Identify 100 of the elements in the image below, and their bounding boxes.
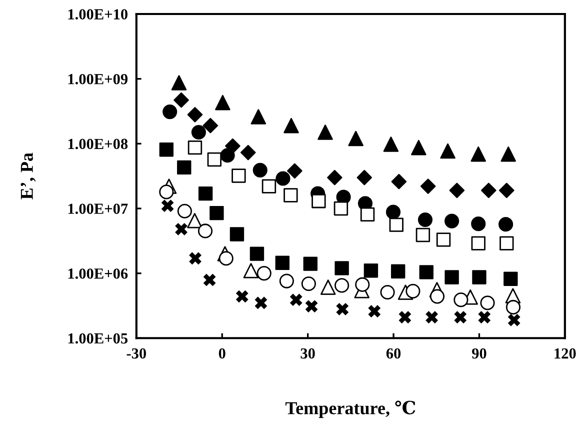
point — [250, 246, 264, 261]
point — [254, 296, 268, 310]
point — [471, 216, 486, 232]
point — [348, 130, 364, 146]
point — [232, 168, 246, 183]
point — [444, 214, 460, 228]
point — [284, 188, 298, 202]
point — [418, 212, 433, 228]
point — [174, 92, 189, 108]
point — [198, 186, 213, 201]
point — [391, 264, 406, 279]
point — [187, 212, 202, 228]
point — [159, 142, 174, 157]
point — [504, 272, 518, 286]
point — [334, 278, 350, 293]
y-tick-label: 1.00E+09 — [68, 74, 128, 84]
point — [436, 232, 451, 247]
point — [364, 264, 378, 278]
point — [500, 236, 514, 250]
point — [171, 75, 187, 90]
point — [327, 170, 342, 186]
point — [356, 170, 372, 186]
point — [398, 311, 412, 324]
point — [334, 261, 349, 276]
point — [383, 136, 399, 152]
x-tick-label: -30 — [126, 348, 146, 359]
point — [320, 280, 336, 295]
x-tick-label: 30 — [300, 348, 315, 359]
point — [230, 227, 244, 242]
point — [240, 144, 256, 160]
point — [305, 300, 318, 312]
point — [187, 107, 203, 122]
point — [498, 217, 514, 232]
point — [215, 94, 230, 110]
point — [411, 140, 426, 156]
x-tick-label: 90 — [472, 348, 486, 359]
point — [189, 252, 202, 265]
point — [188, 140, 202, 155]
point — [426, 311, 438, 324]
y-tick-label: 1.00E+10 — [68, 9, 128, 20]
point — [481, 182, 496, 198]
point — [416, 228, 430, 242]
point — [334, 201, 348, 216]
point — [198, 224, 213, 238]
point — [368, 305, 381, 318]
point — [440, 143, 456, 159]
point — [191, 124, 206, 140]
point — [419, 265, 434, 280]
point — [243, 262, 259, 278]
point — [391, 174, 407, 190]
point — [312, 194, 326, 208]
y-axis-title: E’, Pa — [20, 152, 36, 200]
point — [355, 277, 370, 292]
point — [207, 152, 222, 167]
point — [290, 294, 302, 306]
point — [303, 256, 318, 271]
point — [449, 182, 465, 198]
point — [506, 300, 521, 314]
point — [470, 146, 486, 162]
x-axis-title: Temperature, ℃ — [285, 400, 416, 418]
point — [444, 270, 459, 284]
point — [162, 104, 178, 120]
point — [471, 236, 486, 250]
point — [454, 292, 468, 308]
point — [236, 290, 248, 303]
point — [262, 179, 276, 194]
point — [508, 314, 520, 326]
point — [500, 146, 516, 162]
point — [210, 206, 224, 220]
point — [252, 162, 268, 178]
point — [480, 296, 495, 310]
point — [177, 204, 192, 218]
y-tick-label: 1.00E+07 — [68, 204, 128, 214]
point — [380, 284, 395, 300]
point — [430, 289, 445, 304]
point — [478, 311, 491, 324]
point — [276, 171, 290, 186]
point — [250, 109, 266, 124]
point — [202, 118, 218, 134]
point — [318, 124, 333, 140]
x-tick-label: 120 — [554, 348, 576, 359]
y-tick-label: 1.00E+05 — [68, 333, 128, 344]
y-tick-label: 1.00E+06 — [68, 268, 128, 279]
point — [275, 256, 290, 270]
point — [279, 274, 294, 288]
point — [360, 207, 375, 222]
point — [287, 163, 302, 179]
point — [256, 266, 272, 281]
point — [386, 204, 401, 220]
point — [161, 200, 174, 212]
x-tick-label: 0 — [218, 348, 226, 359]
point — [203, 274, 216, 286]
point — [177, 160, 192, 175]
point — [499, 182, 514, 198]
point — [220, 148, 235, 163]
point — [389, 218, 404, 232]
point — [472, 270, 486, 284]
point — [175, 222, 188, 236]
point — [284, 118, 299, 134]
point — [159, 184, 174, 200]
